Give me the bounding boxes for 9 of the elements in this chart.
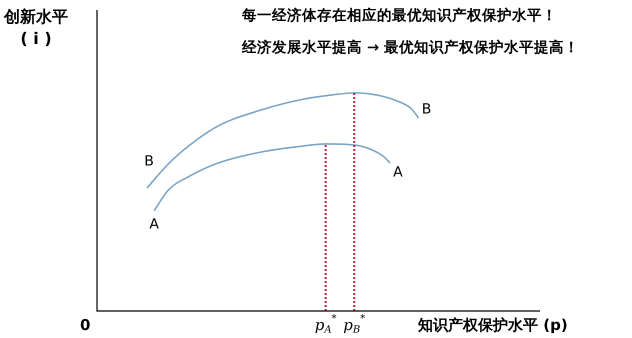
x-axis-title: 知识产权保护水平 (p) <box>418 316 568 335</box>
text: 每一经济体存在相应的最优知识产权保护水平！ <box>242 6 557 25</box>
series-label: B <box>422 102 432 118</box>
text: A <box>149 216 159 232</box>
text: B <box>144 154 154 170</box>
text: 经济发展水平提高 → 最优知识产权保护水平提高！ <box>242 38 580 57</box>
text: 0 <box>80 316 90 334</box>
y-axis-title: 创新水平 ( i ) <box>4 6 68 50</box>
series-label: A <box>393 164 404 181</box>
